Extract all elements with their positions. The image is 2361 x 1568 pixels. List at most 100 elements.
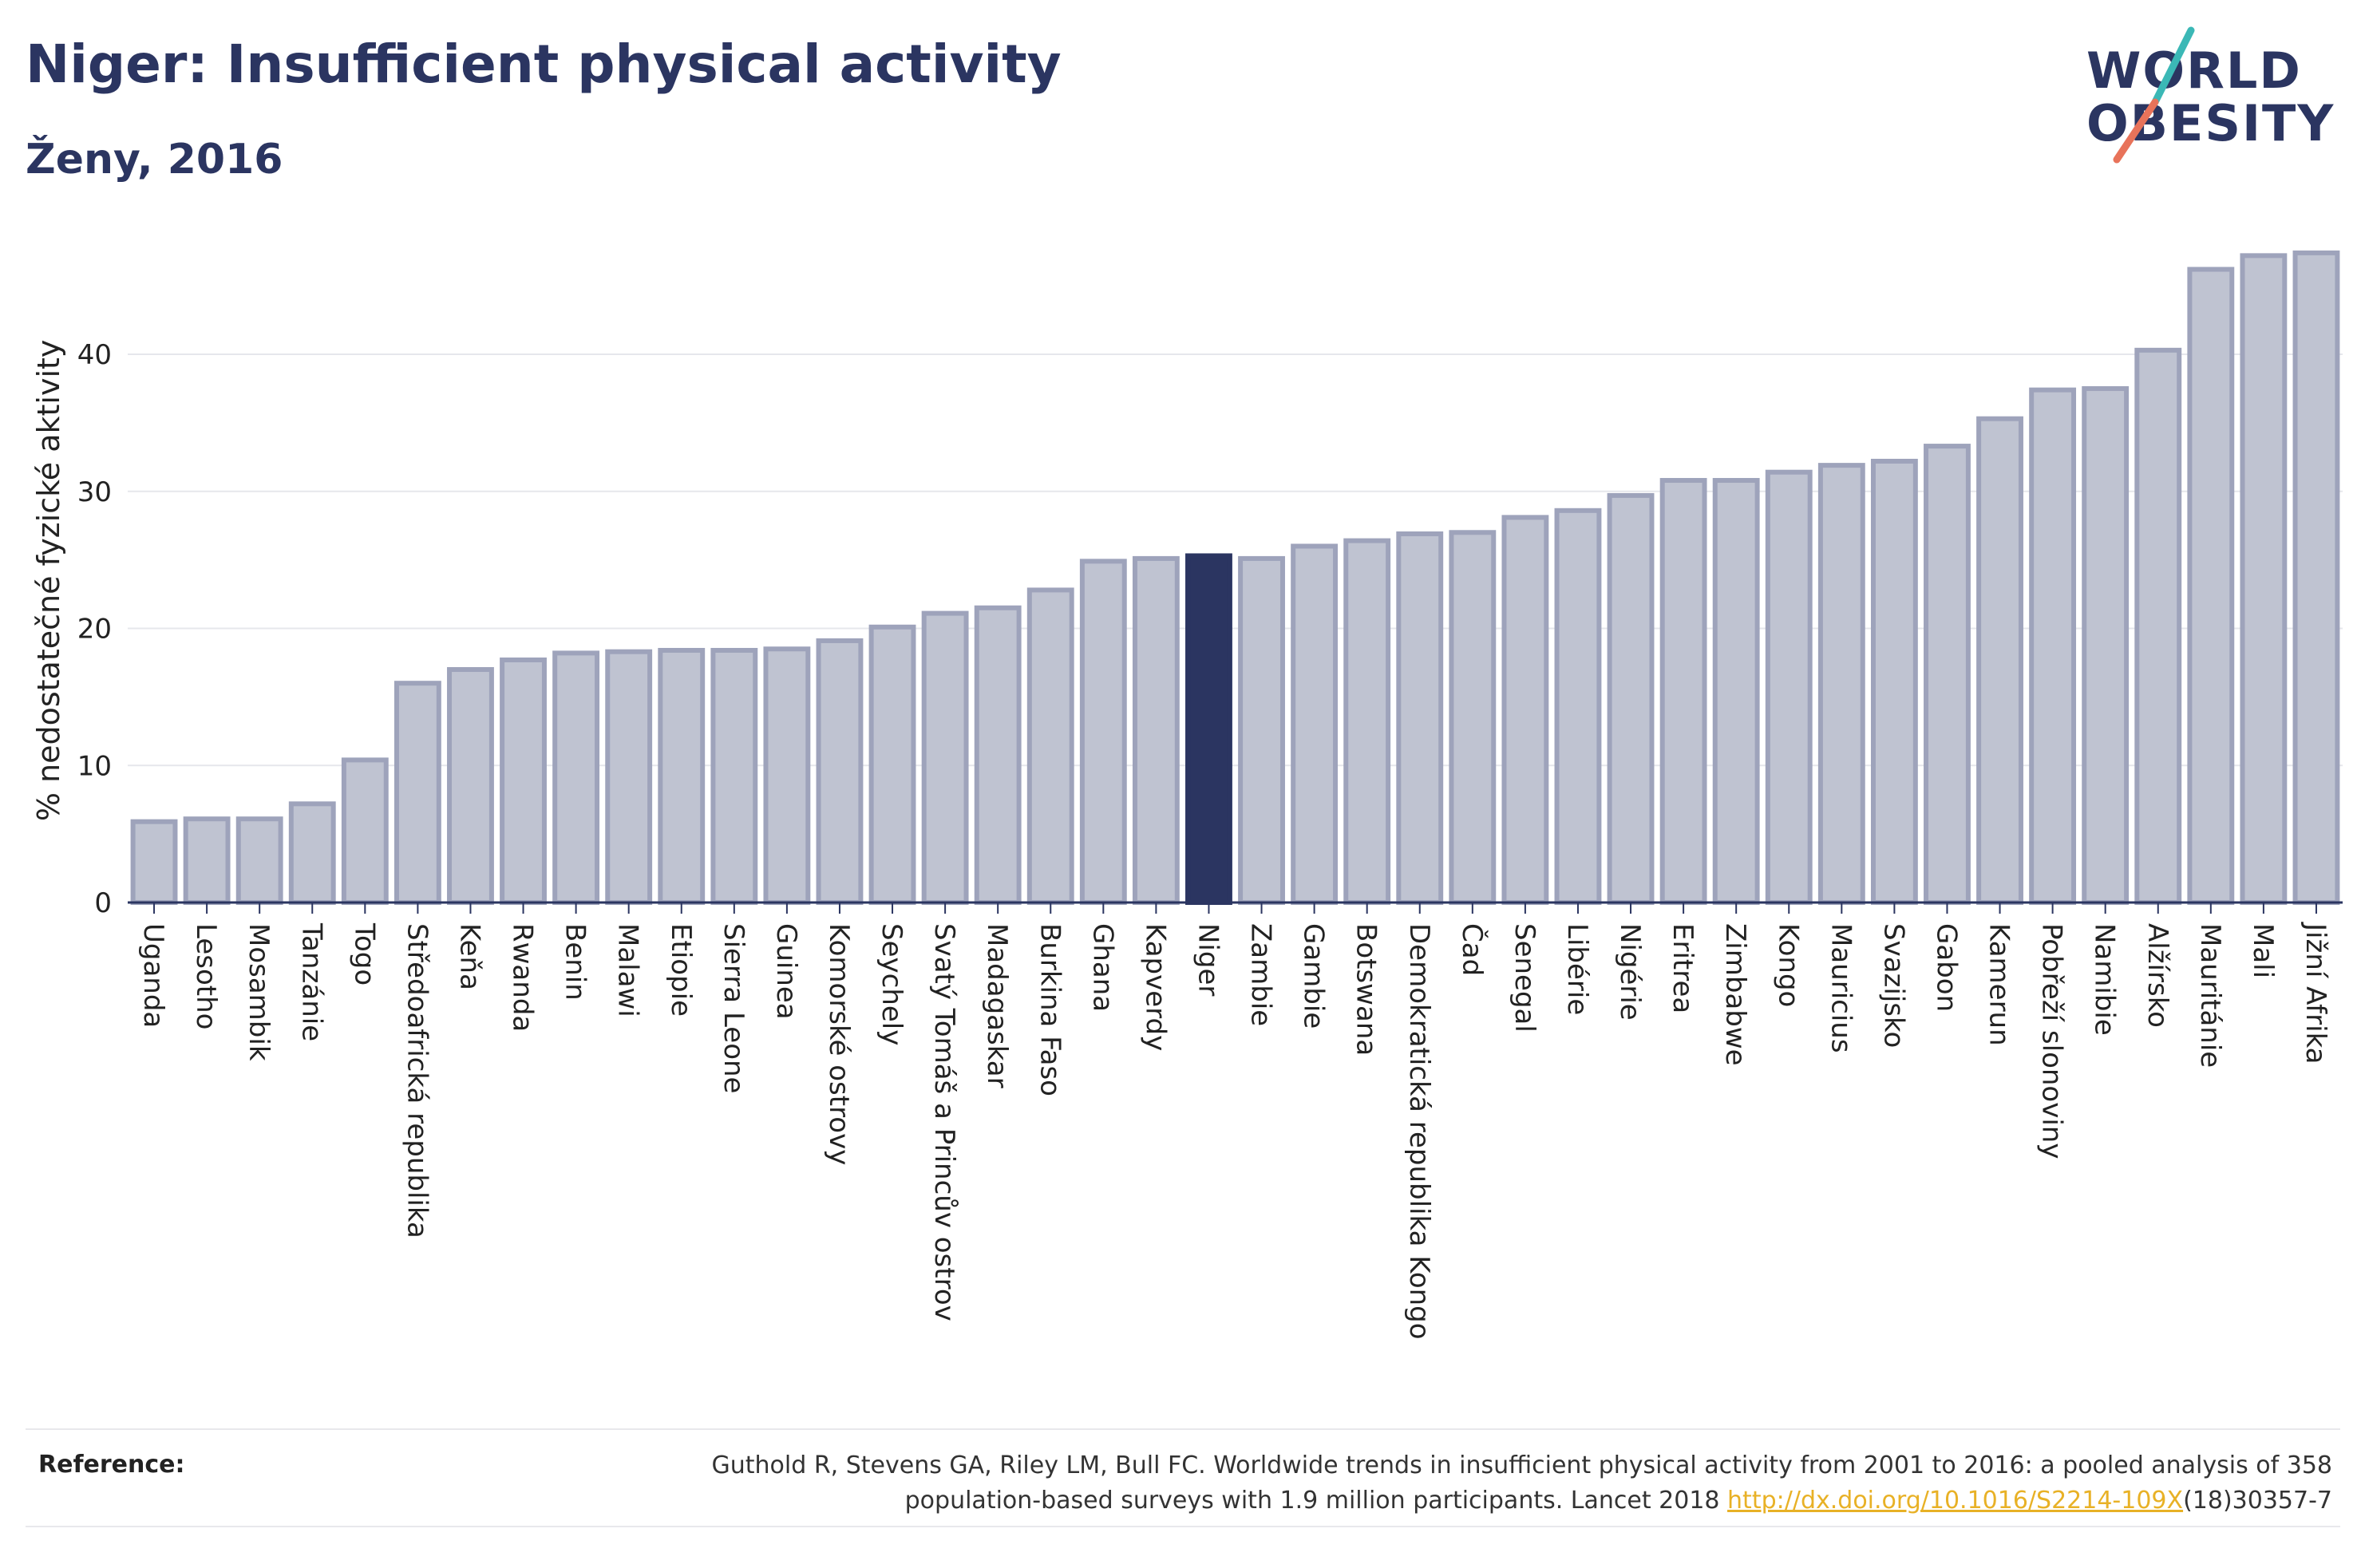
y-tick-label: 20 [77, 614, 112, 646]
x-tick-label: Mauritánie [2194, 923, 2226, 1068]
logo-line-1: WORLD [2086, 41, 2302, 100]
bar [868, 624, 916, 905]
x-tick-label: Svazijsko [1877, 923, 1909, 1048]
x-tick-label: Kongo [1772, 923, 1804, 1007]
bar [2029, 387, 2077, 905]
bar [816, 638, 864, 906]
bar [710, 647, 758, 905]
x-tick-label: Mosambik [243, 923, 275, 1061]
x-tick-label: Senegal [1509, 923, 1540, 1033]
bar [921, 610, 969, 905]
x-tick-label: Zimbabwe [1719, 923, 1751, 1066]
bar [1343, 538, 1391, 906]
x-tick-label: Gambie [1298, 923, 1330, 1029]
x-tick-label: Demokratická republika Kongo [1403, 923, 1435, 1340]
chart-subtitle: Ženy, 2016 [26, 136, 283, 184]
reference-line-2-prefix: population-based surveys with 1.9 millio… [904, 1487, 1728, 1515]
x-tick-label: Nigérie [1614, 923, 1646, 1021]
x-tick-label: Seychely [876, 923, 908, 1045]
bar [2082, 385, 2130, 905]
bar [2187, 267, 2235, 905]
x-tick-label: Libérie [1561, 923, 1593, 1015]
bar [1765, 469, 1813, 905]
x-tick-label: Středoafrická republika [401, 923, 433, 1238]
x-tick-label: Čad [1456, 923, 1489, 976]
bar [974, 605, 1022, 905]
bar [552, 650, 600, 905]
bar [1976, 416, 2023, 905]
x-tick-label: Alžírsko [2142, 923, 2173, 1028]
bar [1924, 444, 1971, 905]
x-tick-label: Mali [2247, 923, 2279, 978]
chart-title: Niger: Insufficient physical activity [26, 34, 1062, 95]
x-tick-label: Niger [1192, 923, 1224, 996]
x-tick-label: Zambie [1245, 923, 1277, 1026]
bar [1870, 458, 1918, 905]
x-tick-label: Tanzánie [295, 922, 327, 1041]
bar [2134, 347, 2182, 906]
x-tick-label: Etiopie [665, 923, 697, 1017]
x-tick-label: Botswana [1351, 923, 1382, 1056]
x-tick-label: Svatý Tomáš a Princův ostrov [928, 923, 960, 1321]
x-tick-label: Jižní Afrika [2300, 922, 2331, 1064]
bar [1501, 515, 1549, 905]
reference-line-1: Guthold R, Stevens GA, Riley LM, Bull FC… [711, 1451, 2332, 1479]
bar [1132, 555, 1180, 905]
bar [1238, 555, 1285, 905]
bar [1712, 478, 1760, 905]
x-tick-label: Lesotho [190, 923, 222, 1029]
bar [1607, 492, 1655, 906]
y-axis-label: % nedostatečné fyzické aktivity [31, 340, 66, 822]
x-tick-label: Guinea [770, 923, 802, 1020]
bar [1291, 543, 1339, 905]
bar [500, 658, 547, 905]
bar [2240, 253, 2288, 905]
reference-label: Reference: [38, 1451, 185, 1479]
bar [1659, 478, 1707, 905]
bar [394, 681, 441, 905]
bar [1079, 559, 1127, 906]
x-tick-label: Madagaskar [981, 923, 1013, 1088]
x-tick-label: Rwanda [507, 923, 539, 1032]
x-tick-label: Uganda [137, 923, 169, 1028]
bar [763, 646, 811, 905]
x-tick-label: Namibie [2089, 923, 2121, 1036]
x-tick-label: Keňa [453, 923, 485, 990]
bar [1817, 463, 1865, 905]
y-tick-label: 40 [77, 339, 112, 371]
bar [130, 819, 178, 905]
y-tick-label: 10 [77, 750, 112, 782]
bar [1449, 530, 1497, 906]
bar [1185, 553, 1232, 905]
bar [288, 801, 336, 906]
y-tick-label: 0 [94, 887, 112, 919]
bar [1554, 508, 1602, 905]
x-tick-label: Mauricius [1825, 923, 1857, 1053]
x-tick-label: Togo [348, 922, 380, 985]
reference-divider-top [26, 1428, 2340, 1430]
bar-chart: 0 10 20 30 40 % nedostatečné fyzické aktivity… [31, 250, 2343, 1340]
y-tick-label: 30 [77, 476, 112, 508]
x-tick-label: Kapverdy [1139, 923, 1171, 1051]
x-tick-label: Gabon [1930, 923, 1962, 1012]
reference-text: Guthold R, Stevens GA, Riley LM, Bull FC… [496, 1448, 2332, 1519]
reference-divider-bottom [26, 1526, 2340, 1527]
x-tick-label: Komorské ostrovy [823, 923, 855, 1165]
bar [1396, 531, 1444, 905]
world-obesity-logo: WORLD OBESITY [2075, 22, 2347, 174]
x-tick-label: Sierra Leone [718, 923, 749, 1093]
x-tick-label: Benin [560, 923, 591, 1001]
bar [447, 667, 494, 906]
x-tick-label: Ghana [1086, 923, 1118, 1012]
bar [1026, 587, 1074, 905]
bar [183, 816, 231, 906]
reference-line-2-suffix: (18)30357-7 [2183, 1487, 2332, 1515]
reference-line-2: population-based surveys with 1.9 millio… [496, 1483, 2332, 1519]
x-tick-label: Kamerun [1983, 923, 2015, 1046]
x-tick-label: Pobřeží slonoviny [2036, 923, 2068, 1159]
bar [605, 649, 653, 905]
reference-doi-link[interactable]: http://dx.doi.org/10.1016/S2214-109X [1727, 1487, 2184, 1515]
bar [341, 757, 389, 905]
bar [2292, 250, 2340, 905]
x-tick-label: Eritrea [1667, 923, 1699, 1013]
